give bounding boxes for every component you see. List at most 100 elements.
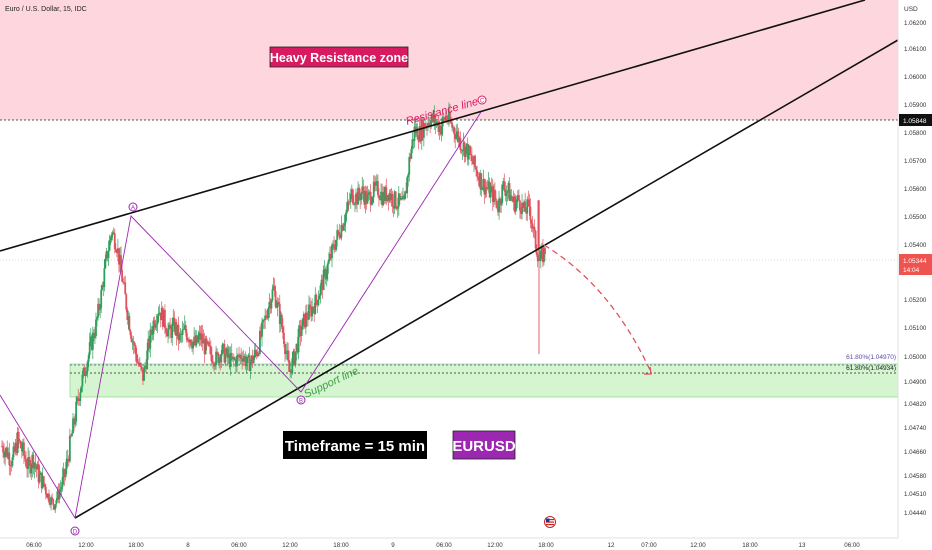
candle-body	[391, 194, 394, 207]
candle-body	[474, 155, 476, 168]
candle-body	[181, 329, 184, 335]
candle-body	[512, 196, 515, 202]
candle-body	[488, 181, 491, 198]
candle-body	[66, 458, 69, 460]
candle-body	[299, 325, 302, 336]
candle-body	[239, 355, 241, 358]
candle-body	[443, 117, 446, 121]
candle-body	[507, 183, 510, 192]
candle-body	[382, 192, 385, 206]
candle-body	[338, 232, 341, 238]
time-axis[interactable]	[0, 538, 932, 550]
candle-body	[142, 369, 144, 381]
us-flag-event-icon[interactable]	[544, 516, 556, 528]
candle-body	[360, 193, 363, 201]
candle-body	[95, 319, 97, 337]
candle-body	[243, 356, 246, 359]
candle-body	[129, 330, 132, 336]
candle-body	[348, 201, 351, 203]
candle-body	[495, 198, 497, 201]
candle-body	[509, 195, 512, 201]
candle-body	[173, 317, 176, 332]
candle-body	[380, 191, 382, 200]
candle-body	[166, 332, 168, 337]
point-a-marker: A	[128, 202, 138, 212]
candle-body	[53, 504, 56, 510]
candle-body	[524, 201, 527, 212]
candle-body	[350, 189, 353, 195]
candle-body	[413, 126, 416, 142]
candle-body	[544, 247, 546, 255]
candle-body	[126, 309, 129, 320]
candle-body	[119, 255, 121, 265]
candle-body	[363, 193, 366, 205]
candle-body	[312, 306, 315, 309]
candle-body	[106, 251, 109, 259]
candle-body	[308, 304, 310, 320]
candle-body	[169, 324, 172, 329]
svg-text:A: A	[131, 206, 135, 212]
candle-body	[277, 302, 280, 304]
candle-body	[253, 349, 256, 358]
candle-body	[62, 469, 65, 477]
candle-body	[335, 239, 338, 250]
candle-body	[205, 338, 208, 344]
candle-body	[259, 330, 261, 354]
candle-body	[347, 201, 350, 203]
candle-body	[362, 186, 365, 194]
candle-body	[487, 181, 490, 189]
resistance-trendline[interactable]	[0, 0, 866, 252]
candle-body	[375, 181, 378, 182]
candle-body	[256, 353, 259, 357]
pattern-path[interactable]	[0, 111, 482, 520]
price-tick-label: 1.05800	[904, 130, 927, 137]
candle-body	[343, 223, 346, 226]
candle-body	[269, 301, 272, 309]
candle-body	[241, 359, 244, 362]
projection-arrow-tip	[644, 366, 652, 375]
time-tick-label: 06:00	[231, 542, 247, 549]
candle-body	[337, 230, 340, 233]
time-tick-label: 18:00	[742, 542, 758, 549]
candle-body	[210, 354, 213, 363]
candle-body	[108, 239, 111, 251]
candle-body	[113, 233, 116, 250]
candle-body	[168, 324, 170, 330]
candle-body	[418, 125, 421, 142]
candle-body	[223, 343, 226, 363]
candle-body	[160, 307, 163, 321]
candle-body	[72, 418, 74, 434]
candle-body	[481, 188, 484, 190]
candle-body	[98, 303, 101, 310]
candle-body	[461, 150, 464, 152]
support-trendline[interactable]	[74, 39, 899, 519]
candle-body	[34, 462, 37, 467]
candle-body	[77, 397, 80, 401]
price-tick-label: 1.05200	[904, 297, 927, 304]
heavy-resistance-badge: Heavy Resistance zone	[269, 46, 409, 68]
candle-body	[365, 190, 368, 204]
candle-body	[177, 324, 180, 341]
candle-body	[261, 322, 263, 337]
candle-body	[543, 247, 545, 263]
candle-body	[357, 187, 359, 205]
candle-body	[8, 452, 11, 466]
candle-body	[286, 350, 288, 353]
candle-body	[179, 333, 182, 335]
candle-body	[162, 309, 165, 327]
candle-body	[342, 225, 345, 231]
candle-body	[171, 323, 174, 338]
candle-body	[131, 341, 134, 343]
candle-body	[123, 282, 126, 283]
price-tick-label: 1.05100	[904, 325, 927, 332]
candle-body	[7, 452, 10, 458]
candle-body	[351, 189, 354, 204]
candle-body	[491, 186, 494, 203]
candle-body	[294, 352, 297, 365]
candle-body	[275, 306, 278, 308]
candle-body	[467, 145, 470, 160]
candle-body	[324, 268, 327, 280]
candle-body	[377, 181, 379, 196]
candle-body	[130, 335, 133, 342]
